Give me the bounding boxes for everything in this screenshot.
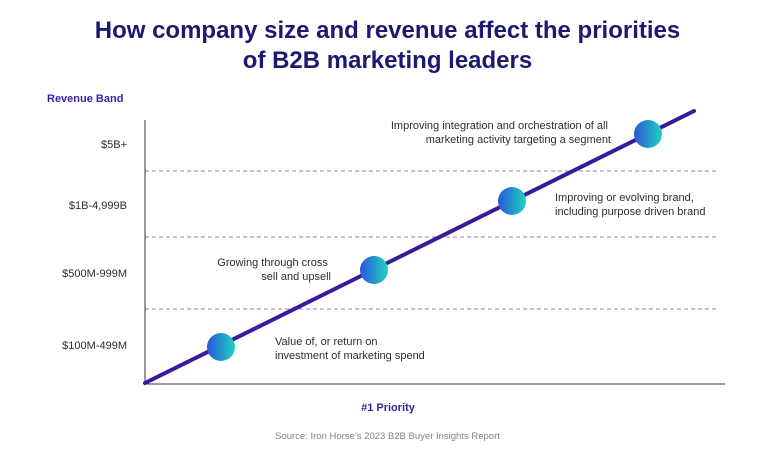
point-label-line: Growing through cross	[217, 257, 328, 269]
point-label-line: including purpose driven brand	[555, 206, 705, 218]
data-point-marker	[634, 120, 662, 148]
point-label-line: sell and upsell	[261, 271, 331, 283]
data-point-marker	[498, 187, 526, 215]
chart-title: How company size and revenue affect the …	[0, 16, 775, 76]
point-label-line: Value of, or return on	[275, 336, 378, 348]
point-label-line: investment of marketing spend	[275, 350, 425, 362]
point-label: Improving or evolving brand, including p…	[555, 192, 705, 218]
y-tick-label: $500M-999M	[62, 268, 127, 280]
point-label: Value of, or return on investment of mar…	[275, 336, 425, 362]
chart-title-line-2: of B2B marketing leaders	[242, 47, 533, 74]
point-label: Growing through cross sell and upsell	[217, 257, 331, 283]
data-point-marker	[207, 333, 235, 361]
trend-line	[143, 109, 696, 385]
data-point-marker	[360, 256, 388, 284]
y-axis-title: Revenue Band	[47, 93, 123, 105]
point-label-line: Improving or evolving brand,	[555, 192, 694, 204]
point-label-line: Improving integration and orchestration …	[391, 120, 608, 132]
x-axis-title: #1 Priority	[361, 402, 416, 414]
point-label-line: marketing activity targeting a segment	[426, 134, 611, 146]
source-note: Source: Iron Horse’s 2023 B2B Buyer Insi…	[275, 431, 500, 442]
y-tick-label: $100M-499M	[62, 340, 127, 352]
y-tick-label: $1B-4,999B	[69, 200, 127, 212]
point-label: Improving integration and orchestration …	[391, 120, 611, 146]
y-tick-label: $5B+	[101, 139, 127, 151]
chart-title-line-1: How company size and revenue affect the …	[94, 17, 681, 44]
